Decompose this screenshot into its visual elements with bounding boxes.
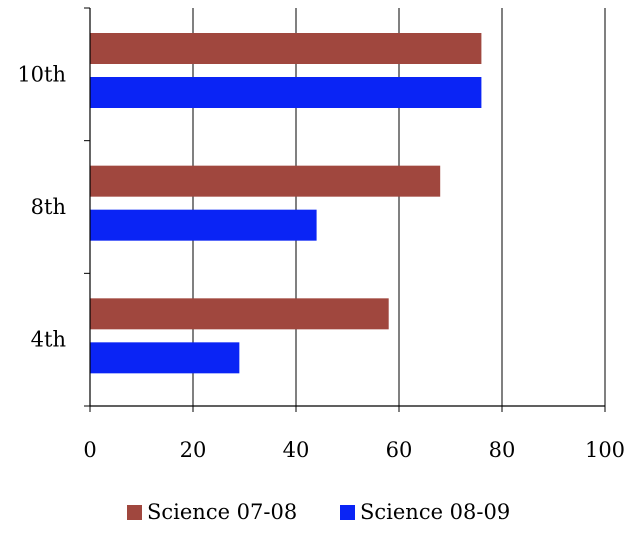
bar-4th-series-1 <box>90 298 389 330</box>
legend-label-series-1: Science 07-08 <box>147 500 297 524</box>
bar-10th-series-2 <box>90 77 482 108</box>
x-tick-label: 0 <box>83 438 96 462</box>
y-tick-label: 8th <box>31 195 66 219</box>
x-tick-label: 20 <box>180 438 207 462</box>
axes <box>84 7 606 412</box>
bar-4th-series-2 <box>90 342 240 374</box>
x-tick-label: 80 <box>489 438 516 462</box>
gridlines <box>192 8 606 406</box>
legend-label-series-2: Science 08-09 <box>360 500 510 524</box>
bar-8th-series-2 <box>90 209 317 241</box>
y-tick-labels: 4th 8th 10th <box>17 62 66 351</box>
bar-10th-series-1 <box>90 33 482 64</box>
bars <box>90 33 482 374</box>
legend-swatch-series-1 <box>127 505 142 520</box>
y-tick-label: 10th <box>17 62 66 86</box>
x-tick-labels: 0 20 40 60 80 100 <box>83 438 625 462</box>
x-tick-label: 100 <box>585 438 625 462</box>
x-tick-label: 60 <box>386 438 413 462</box>
legend-swatch-series-2 <box>340 505 355 520</box>
y-tick-label: 4th <box>31 328 66 352</box>
x-tick-label: 40 <box>283 438 310 462</box>
bar-8th-series-1 <box>90 165 441 197</box>
legend: Science 07-08 Science 08-09 <box>127 500 510 524</box>
